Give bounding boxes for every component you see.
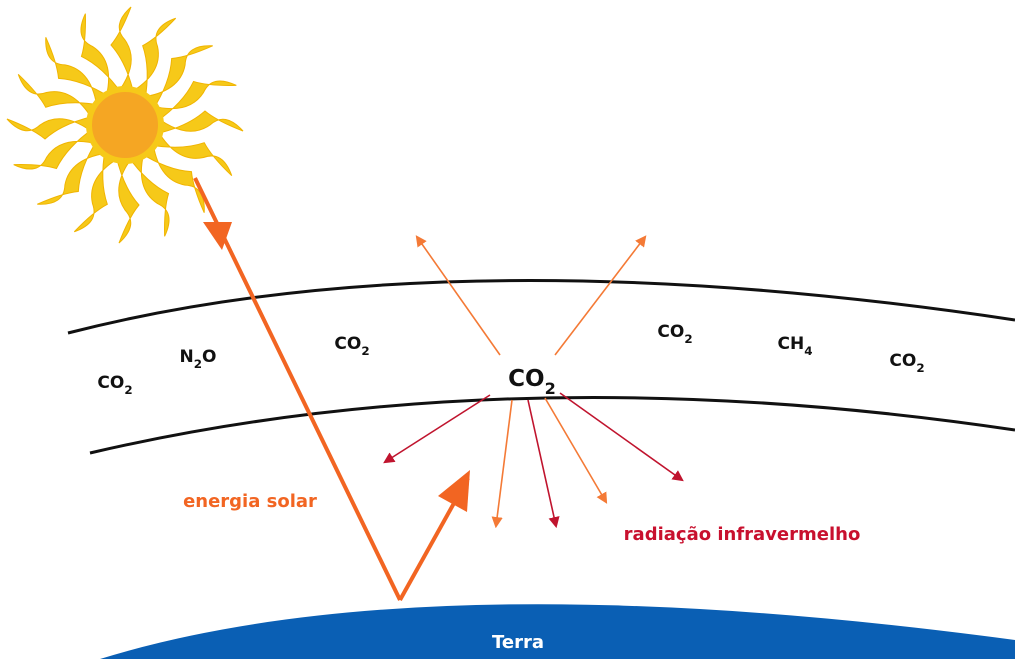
sun-ray [127,148,170,237]
sun-core [86,86,164,164]
sun-ray [139,138,205,213]
arrowhead [203,222,232,250]
molecule: CO2 [334,334,369,358]
molecule: CO2 [97,373,132,397]
sun-ray [17,73,102,123]
earth-label: Terra [492,632,544,653]
sun-ray [37,139,112,205]
sun-ray [154,110,244,135]
sun-ray [13,127,102,170]
molecule: CO2 [657,322,692,346]
sun-ray [127,17,177,102]
ir-arrows [383,235,684,529]
sun-ray [73,148,123,233]
molecule: CH4 [778,334,813,358]
sun-ray [6,115,96,140]
sun [6,6,244,244]
molecule: CO2 [889,351,924,375]
atmosphere-bottom [89,396,1015,455]
sun-ray [148,80,237,123]
molecule: CO2 [508,366,556,398]
infrared-label: radiação infravermelho [624,524,861,545]
arrowhead [438,470,470,512]
sun-ray [115,154,140,244]
sun-ray [138,45,213,111]
atmosphere-top [67,279,1015,335]
solar-label: energia solar [183,491,317,512]
earth [100,604,1015,659]
sun-ray [148,127,233,177]
sun-ray [110,6,135,96]
sun-ray [80,13,123,102]
sun-ray [45,37,111,112]
molecule: N2O [180,347,217,371]
solar-ray [193,177,470,601]
